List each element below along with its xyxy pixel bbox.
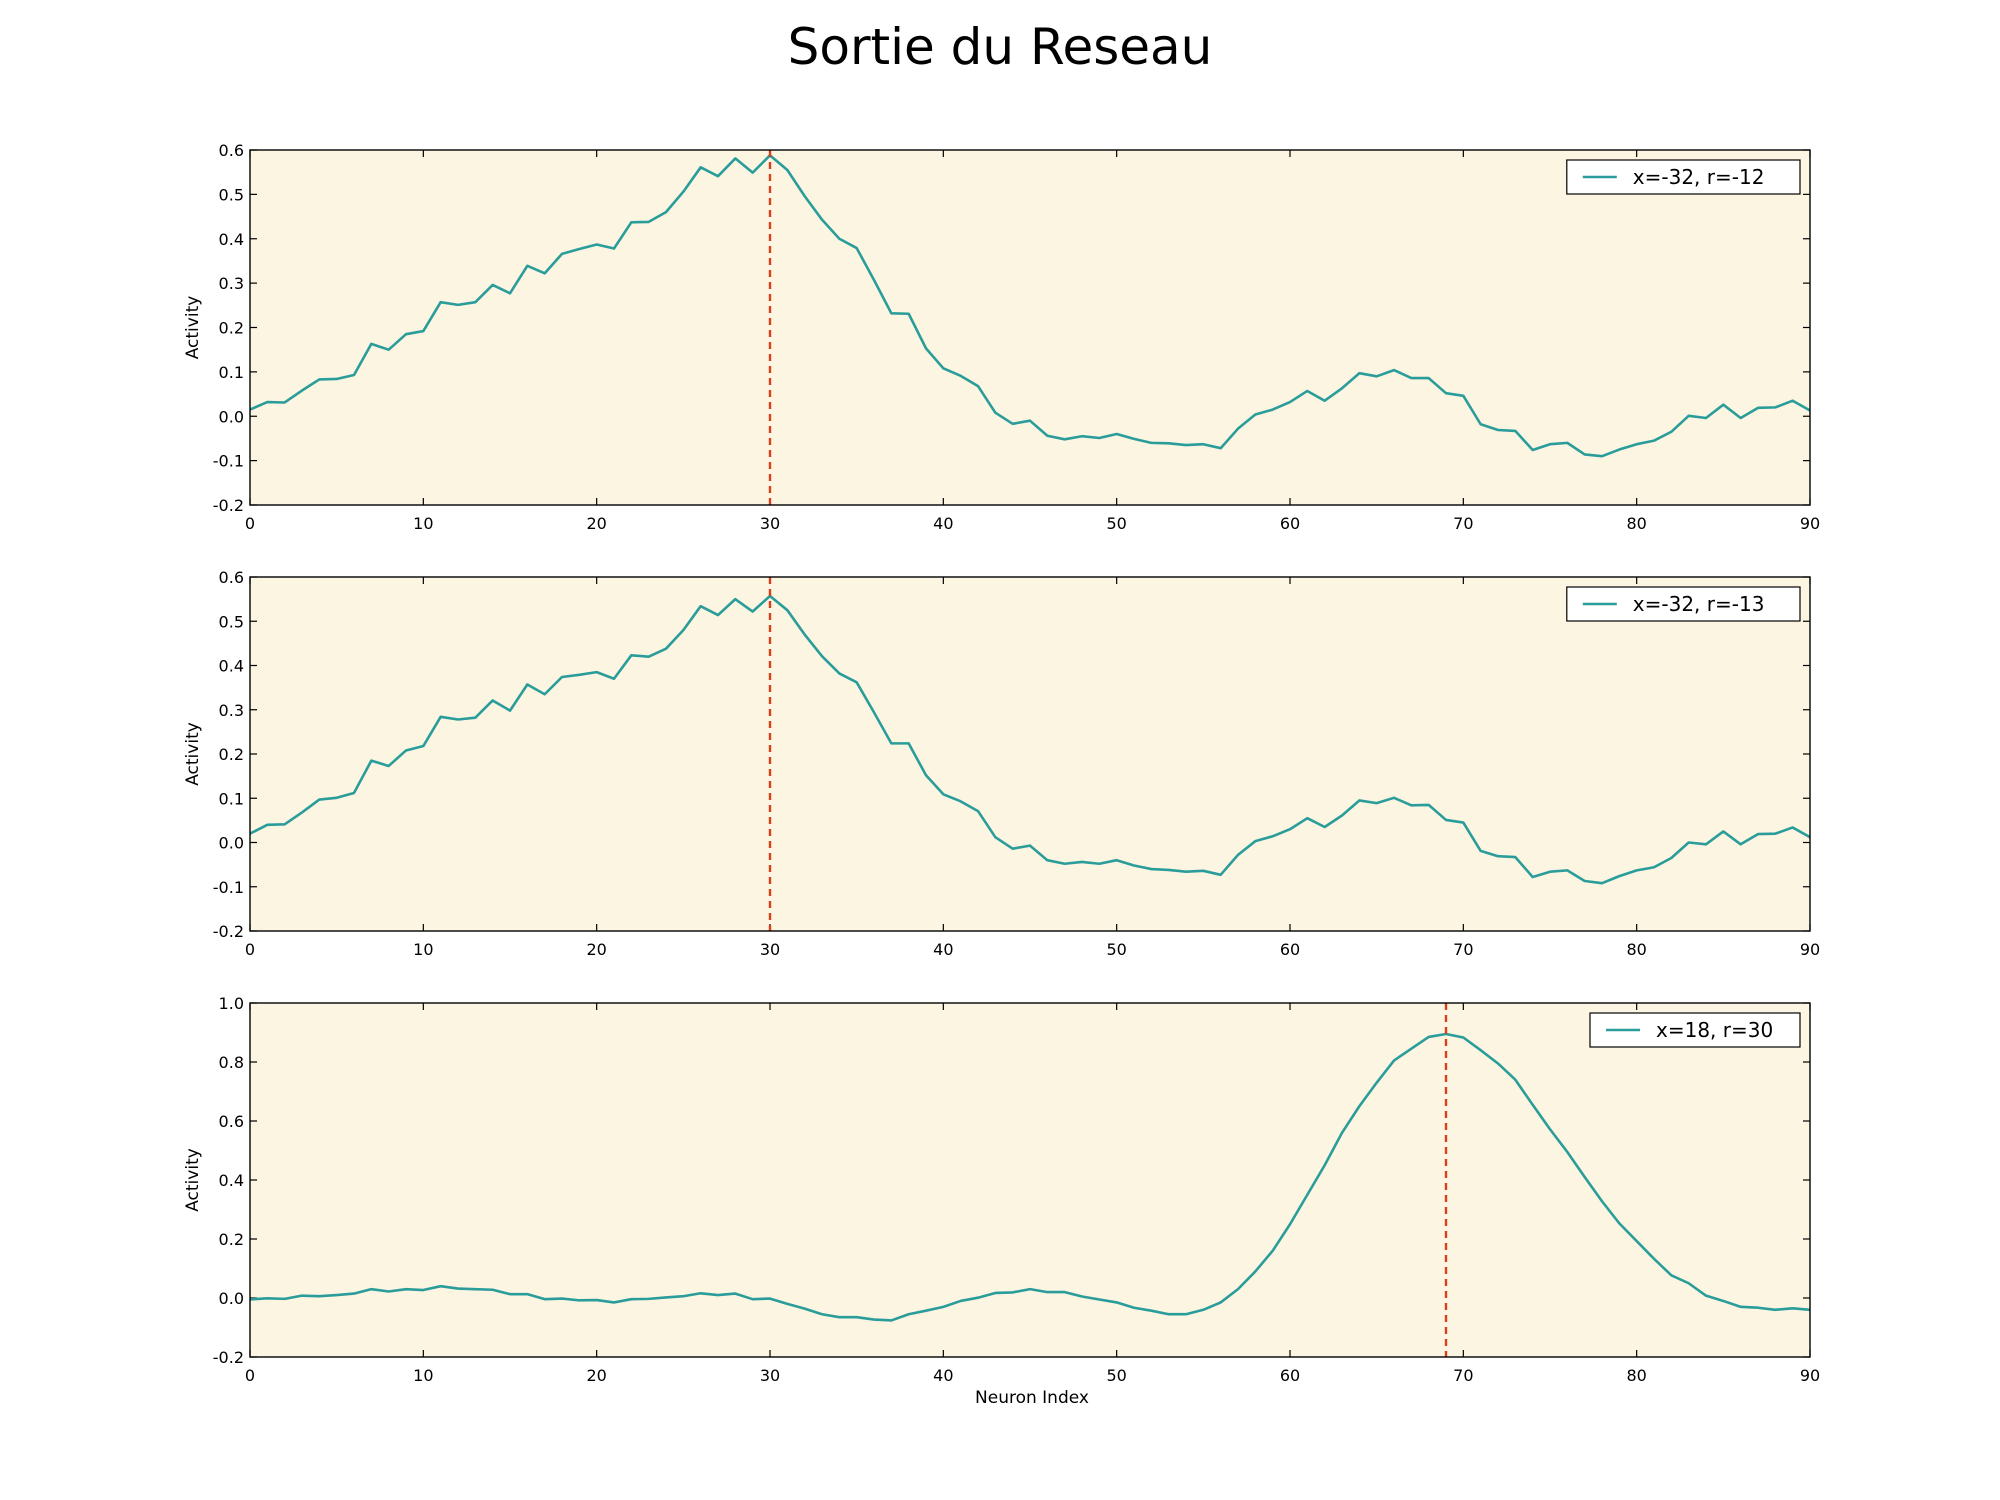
y-tick-label: -0.2: [213, 1348, 244, 1367]
x-tick-label: 60: [1280, 940, 1300, 959]
x-tick-label: 90: [1800, 514, 1820, 533]
x-tick-label: 70: [1453, 514, 1473, 533]
y-tick-label: -0.2: [213, 496, 244, 515]
chart-panel-2: 0 10 20 30 40 50 60 70 80 90 -0.2 -0.1 0.0 0.1 0.2 0.3 0…: [183, 568, 1820, 959]
y-tick-label: 0.4: [219, 1171, 244, 1190]
plot-area: [250, 1003, 1810, 1357]
y-tick-label: 1.0: [219, 994, 244, 1013]
y-tick-label: 0.5: [219, 185, 244, 204]
y-tick-label: 0.8: [219, 1053, 244, 1072]
y-tick-label: -0.2: [213, 922, 244, 941]
x-tick-label: 90: [1800, 940, 1820, 959]
x-tick-label: 10: [413, 940, 433, 959]
x-tick-label: 40: [933, 514, 953, 533]
y-tick-label: 0.2: [219, 1230, 244, 1249]
x-tick-label: 60: [1280, 1366, 1300, 1385]
x-tick-label: 0: [245, 514, 255, 533]
y-tick-label: -0.1: [213, 878, 244, 897]
y-tick-label: 0.1: [219, 789, 244, 808]
x-tick-label: 20: [586, 514, 606, 533]
x-tick-label: 60: [1280, 514, 1300, 533]
y-tick-label: 0.6: [219, 568, 244, 587]
y-tick-label: 0.6: [219, 141, 244, 160]
x-tick-label: 40: [933, 1366, 953, 1385]
legend-label: x=-32, r=-12: [1633, 165, 1765, 189]
axes-frame: [249, 149, 1811, 506]
series-line-1: [249, 594, 1811, 885]
legend-label: x=18, r=30: [1656, 1018, 1773, 1042]
x-axis-label: Neuron Index: [975, 1388, 1089, 1408]
y-axis-label: Activity: [183, 296, 203, 360]
x-tick-label: 10: [413, 1366, 433, 1385]
x-tick-label: 20: [586, 940, 606, 959]
chart-panel-1: 0 10 20 30 40 50 60 70 80 90 -0.2 -0.1 0.0 0.1 0.2 0.3 0…: [183, 141, 1820, 533]
legend-label: x=-32, r=-13: [1633, 592, 1765, 616]
x-tick-label: 0: [245, 940, 255, 959]
x-tick-label: 50: [1106, 940, 1126, 959]
x-tick-label: 80: [1626, 940, 1646, 959]
x-tick-label: 70: [1453, 1366, 1473, 1385]
legend: x=-32, r=-13: [1566, 586, 1801, 622]
series-line-1: [249, 1032, 1811, 1322]
x-tick-label: 70: [1453, 940, 1473, 959]
y-axis-label: Activity: [183, 722, 203, 786]
y-tick-label: 0.5: [219, 612, 244, 631]
series-line-1: [249, 154, 1811, 458]
axes-frame: [249, 576, 1811, 932]
y-tick-label: 0.2: [219, 319, 244, 338]
y-tick-label: 0.0: [219, 834, 244, 853]
y-tick-label: 0.2: [219, 745, 244, 764]
y-tick-label: 0.0: [219, 1289, 244, 1308]
x-tick-label: 30: [760, 514, 780, 533]
plot-area: [250, 577, 1810, 931]
legend: x=-32, r=-12: [1566, 159, 1801, 195]
x-tick-label: 90: [1800, 1366, 1820, 1385]
x-tick-label: 10: [413, 514, 433, 533]
y-tick-label: 0.0: [219, 407, 244, 426]
x-tick-label: 0: [245, 1366, 255, 1385]
plot-area: [250, 150, 1810, 505]
y-tick-label: 0.6: [219, 1112, 244, 1131]
axes-frame: [249, 1002, 1811, 1358]
y-tick-label: -0.1: [213, 452, 244, 471]
legend: x=18, r=30: [1589, 1012, 1801, 1048]
y-tick-label: 0.3: [219, 701, 244, 720]
x-tick-label: 30: [760, 940, 780, 959]
x-tick-label: 20: [586, 1366, 606, 1385]
x-tick-label: 50: [1106, 1366, 1126, 1385]
y-tick-label: 0.1: [219, 363, 244, 382]
x-tick-label: 50: [1106, 514, 1126, 533]
x-tick-label: 80: [1626, 514, 1646, 533]
x-tick-label: 80: [1626, 1366, 1646, 1385]
chart-panel-3: 0 10 20 30 40 50 60 70 80 90 -0.2 0.0 0.2 0.4 0.6 0.8 1.…: [183, 994, 1820, 1408]
figure-title: Sortie du Reseau: [787, 18, 1213, 76]
y-tick-label: 0.4: [219, 657, 244, 676]
x-tick-label: 30: [760, 1366, 780, 1385]
y-axis-label: Activity: [183, 1148, 203, 1212]
x-tick-label: 40: [933, 940, 953, 959]
y-tick-label: 0.3: [219, 274, 244, 293]
y-tick-label: 0.4: [219, 230, 244, 249]
